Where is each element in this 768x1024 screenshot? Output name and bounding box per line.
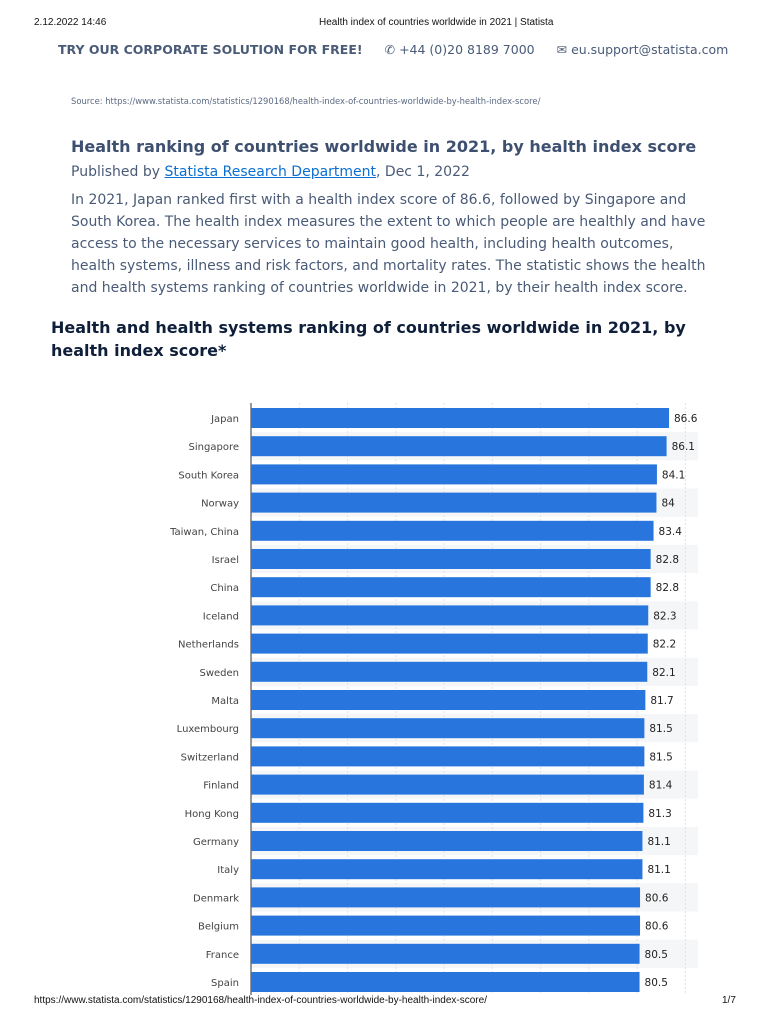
category-label: Norway: [201, 499, 239, 510]
bar-germany: [251, 831, 643, 851]
category-label: Israel: [212, 555, 239, 566]
data-label: 81.4: [649, 780, 673, 792]
bar-luxembourg: [251, 718, 645, 739]
bar-italy: [251, 859, 643, 880]
print-page-title: Health index of countries worldwide in 2…: [319, 17, 554, 28]
category-label: Denmark: [193, 893, 239, 904]
publish-date: , Dec 1, 2022: [376, 164, 470, 180]
phone-number: +44 (0)20 8189 7000: [399, 42, 535, 57]
category-label: Hong Kong: [185, 809, 239, 820]
data-label: 81.1: [647, 864, 670, 876]
data-label: 83.4: [659, 526, 683, 538]
data-label: 80.5: [645, 977, 668, 989]
category-label: Belgium: [198, 922, 239, 933]
bar-iceland: [251, 605, 649, 626]
author-link[interactable]: Statista Research Department: [164, 164, 377, 180]
category-label: Japan: [210, 414, 239, 425]
source-line: Source: https://www.statista.com/statist…: [71, 96, 541, 106]
data-label: 82.3: [653, 610, 676, 622]
data-label: 82.8: [656, 582, 679, 594]
data-label: 84.1: [662, 469, 685, 481]
bar-finland: [251, 774, 644, 795]
envelope-icon: ✉: [556, 42, 568, 57]
bar-israel: [251, 549, 651, 569]
data-label: 80.5: [645, 949, 668, 961]
bar-sweden: [251, 661, 648, 682]
bar-belgium: [251, 915, 641, 936]
footer-url: https://www.statista.com/statistics/1290…: [34, 995, 487, 1006]
bar-japan: [251, 408, 669, 428]
data-label: 86.6: [674, 413, 698, 425]
category-label: Netherlands: [178, 640, 239, 651]
category-label: Spain: [211, 978, 239, 989]
category-label: Switzerland: [181, 752, 239, 763]
bar-denmark: [251, 887, 641, 908]
data-label: 81.3: [648, 808, 671, 820]
promo-bar: TRY OUR CORPORATE SOLUTION FOR FREE! ✆ +…: [58, 42, 728, 57]
data-label: 80.6: [645, 921, 669, 933]
published-prefix: Published by: [71, 164, 165, 180]
bar-china: [251, 577, 651, 598]
category-label: China: [210, 583, 239, 594]
data-label: 81.5: [649, 751, 672, 763]
category-label: Luxembourg: [177, 724, 239, 735]
category-label: France: [206, 950, 239, 961]
data-label: 81.5: [649, 723, 672, 735]
data-label: 80.6: [645, 892, 669, 904]
data-label: 82.8: [656, 554, 679, 566]
chart-title: Health and health systems ranking of cou…: [51, 318, 686, 360]
phone-icon: ✆: [384, 42, 396, 57]
print-datetime: 2.12.2022 14:46: [34, 17, 107, 28]
category-label: Sweden: [199, 668, 239, 679]
article-title: Health ranking of countries worldwide in…: [71, 137, 697, 156]
bar-taiwan-china: [251, 520, 654, 541]
data-label: 82.1: [652, 667, 675, 679]
email-link[interactable]: ✉ eu.support@statista.com: [557, 42, 729, 57]
bar-norway: [251, 492, 657, 513]
article-description: In 2021, Japan ranked first with a healt…: [71, 192, 706, 296]
category-label: Italy: [217, 865, 239, 876]
bar-south-korea: [251, 464, 657, 485]
published-by: Published by Statista Research Departmen…: [71, 164, 470, 180]
category-label: South Korea: [178, 470, 239, 481]
bar-spain: [251, 972, 640, 992]
email-address: eu.support@statista.com: [571, 42, 729, 57]
phone-link[interactable]: ✆ +44 (0)20 8189 7000: [385, 42, 535, 57]
corporate-solution-link[interactable]: TRY OUR CORPORATE SOLUTION FOR FREE!: [58, 42, 363, 57]
bar-chart: Japan 86.6 Singapore 86.1 South Korea 84.1 Nor…: [169, 403, 698, 995]
category-label: Iceland: [203, 611, 239, 622]
data-label: 81.7: [650, 695, 673, 707]
bar-hong-kong: [251, 802, 644, 823]
page-number: 1/7: [722, 995, 736, 1006]
category-label: Malta: [211, 696, 239, 707]
category-label: Singapore: [189, 442, 239, 453]
category-label: Finland: [203, 781, 239, 792]
category-label: Germany: [193, 837, 239, 848]
category-label: Taiwan, China: [169, 527, 239, 538]
data-label: 81.1: [647, 836, 670, 848]
data-label: 84: [661, 498, 675, 510]
data-label: 82.2: [653, 639, 676, 651]
data-label: 86.1: [672, 441, 695, 453]
bar-netherlands: [251, 633, 648, 654]
bar-malta: [251, 690, 646, 710]
bar-singapore: [251, 436, 667, 457]
bar-switzerland: [251, 746, 645, 767]
bar-france: [251, 943, 640, 964]
